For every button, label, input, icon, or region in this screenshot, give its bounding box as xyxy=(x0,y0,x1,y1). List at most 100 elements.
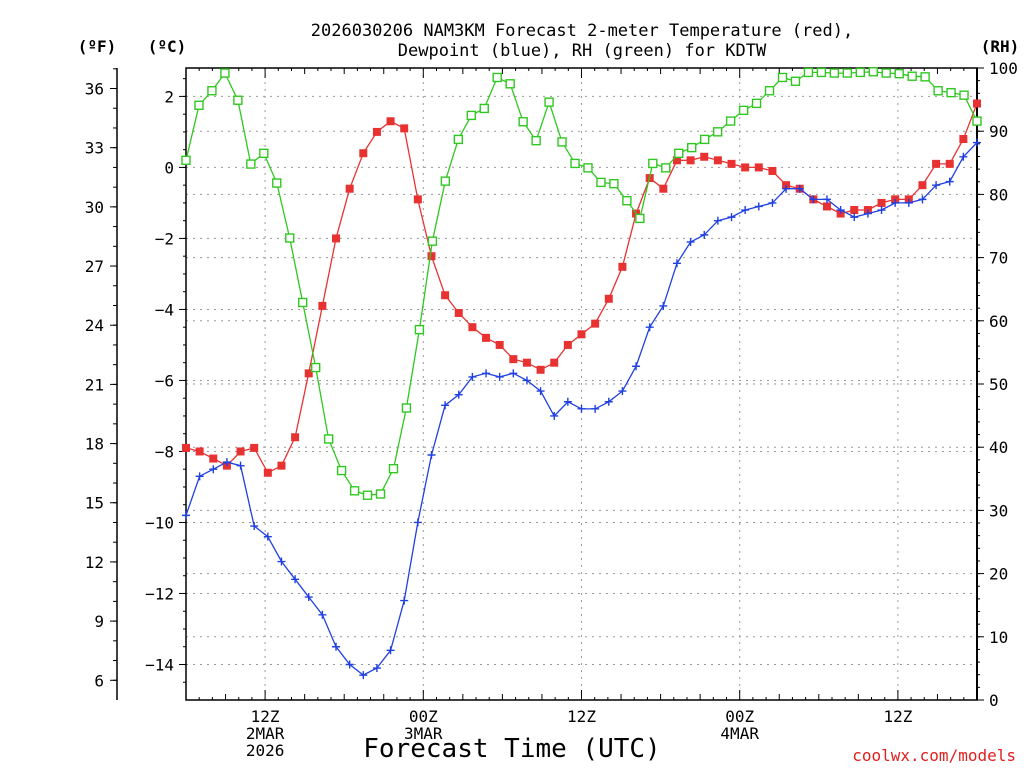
series-layer xyxy=(181,67,982,680)
dewpoint-point xyxy=(495,372,504,381)
celsius-tick-label: −8 xyxy=(155,442,174,461)
rh-point xyxy=(699,134,710,145)
celsius-tick-label: 0 xyxy=(164,158,174,177)
temperature-point xyxy=(482,333,491,342)
dewpoint-point xyxy=(304,593,313,602)
dewpoint-point xyxy=(291,575,300,584)
rh-point xyxy=(349,486,360,496)
fahrenheit-tick-label: 24 xyxy=(85,316,104,335)
dewpoint-point xyxy=(795,184,804,193)
dewpoint-point xyxy=(468,372,477,381)
dewpoint-point xyxy=(195,472,204,481)
rh-point xyxy=(259,148,269,159)
rh-tick-label: 0 xyxy=(989,691,999,710)
celsius-tick-label: −10 xyxy=(145,513,174,532)
celsius-tick-label: −2 xyxy=(155,229,174,248)
rh-point xyxy=(479,103,489,114)
dewpoint-point xyxy=(372,664,381,673)
rh-point xyxy=(881,68,891,78)
temperature-point xyxy=(850,206,859,215)
grid-lines xyxy=(186,68,977,700)
dewpoint-point xyxy=(768,198,777,207)
rh-point xyxy=(959,90,969,100)
temperature-point xyxy=(291,433,300,442)
fahrenheit-unit-label: (ºF) xyxy=(78,37,117,56)
dewpoint-point xyxy=(482,369,491,378)
rh-point xyxy=(972,116,982,126)
rh-point xyxy=(946,87,956,98)
dewpoint-point xyxy=(359,671,368,680)
temperature-point xyxy=(700,152,709,161)
dewpoint-point xyxy=(877,206,886,215)
chart-title-line-1: 2026030206 NAM3KM Forecast 2-meter Tempe… xyxy=(311,21,853,41)
rh-point xyxy=(181,155,191,165)
dewpoint-point xyxy=(563,397,572,406)
temperature-point xyxy=(727,159,736,168)
dewpoint-point xyxy=(822,195,831,204)
rh-point xyxy=(687,142,697,153)
x-tick-label: 00Z xyxy=(409,707,438,726)
x-axis-label: Forecast Time (UTC) xyxy=(363,734,660,764)
dewpoint-point xyxy=(863,209,872,218)
dewpoint-point xyxy=(522,376,531,385)
dewpoint-point xyxy=(591,404,600,413)
temperature-point xyxy=(263,468,272,477)
temperature-point xyxy=(741,163,750,172)
rh-point xyxy=(907,71,917,81)
rh-point xyxy=(323,434,334,444)
temperature-point xyxy=(400,124,409,133)
rh-tick-label: 100 xyxy=(989,59,1018,78)
temperature-point xyxy=(413,195,422,204)
rh-tick-label: 60 xyxy=(989,312,1008,331)
rh-point xyxy=(466,110,476,121)
temperature-point xyxy=(932,159,941,168)
temperature-point xyxy=(713,156,722,165)
dewpoint-point xyxy=(945,177,954,186)
temperature-point xyxy=(822,202,831,211)
temperature-point xyxy=(945,159,954,168)
rh-point xyxy=(401,403,412,413)
fahrenheit-tick-label: 21 xyxy=(85,375,104,394)
rh-point xyxy=(298,297,308,308)
rh-point xyxy=(336,465,347,476)
temperature-point xyxy=(604,294,613,303)
temperature-point xyxy=(563,340,572,349)
dewpoint-point xyxy=(850,213,859,222)
temperature-point xyxy=(918,181,927,190)
rh-point xyxy=(648,158,658,169)
rh-point xyxy=(375,489,386,499)
temperature-point xyxy=(427,252,436,261)
temperature-point xyxy=(345,184,354,193)
series-line-temperature xyxy=(185,103,978,474)
temperature-point xyxy=(468,323,477,332)
fahrenheit-tick-label: 27 xyxy=(85,257,104,276)
dewpoint-point xyxy=(386,646,395,655)
rh-point xyxy=(764,86,775,96)
rh-point xyxy=(505,79,515,89)
dewpoint-point xyxy=(250,522,259,531)
x-tick-label: 12Z xyxy=(883,707,912,726)
rh-point xyxy=(557,137,567,147)
temperature-point xyxy=(495,340,504,349)
rh-point xyxy=(583,163,593,173)
rh-point xyxy=(518,117,528,127)
dewpoint-point xyxy=(700,230,709,239)
x-tick-label: 4MAR xyxy=(720,724,759,743)
dewpoint-point xyxy=(618,387,627,396)
temperature-point xyxy=(768,166,777,175)
rh-unit-label: (RH) xyxy=(981,37,1020,56)
temperature-point xyxy=(304,369,313,378)
temperature-point xyxy=(195,447,204,456)
celsius-unit-label: (ºC) xyxy=(148,37,187,56)
rh-point xyxy=(207,86,217,96)
rh-point xyxy=(362,490,373,500)
temperature-point xyxy=(250,443,259,452)
x-tick-label: 3MAR xyxy=(404,724,443,743)
x-tick-label: 12Z xyxy=(567,707,596,726)
rh-point xyxy=(635,213,645,224)
temperature-point xyxy=(754,163,763,172)
dewpoint-point xyxy=(932,181,941,190)
temperature-point xyxy=(209,454,218,463)
rh-point xyxy=(712,127,723,137)
